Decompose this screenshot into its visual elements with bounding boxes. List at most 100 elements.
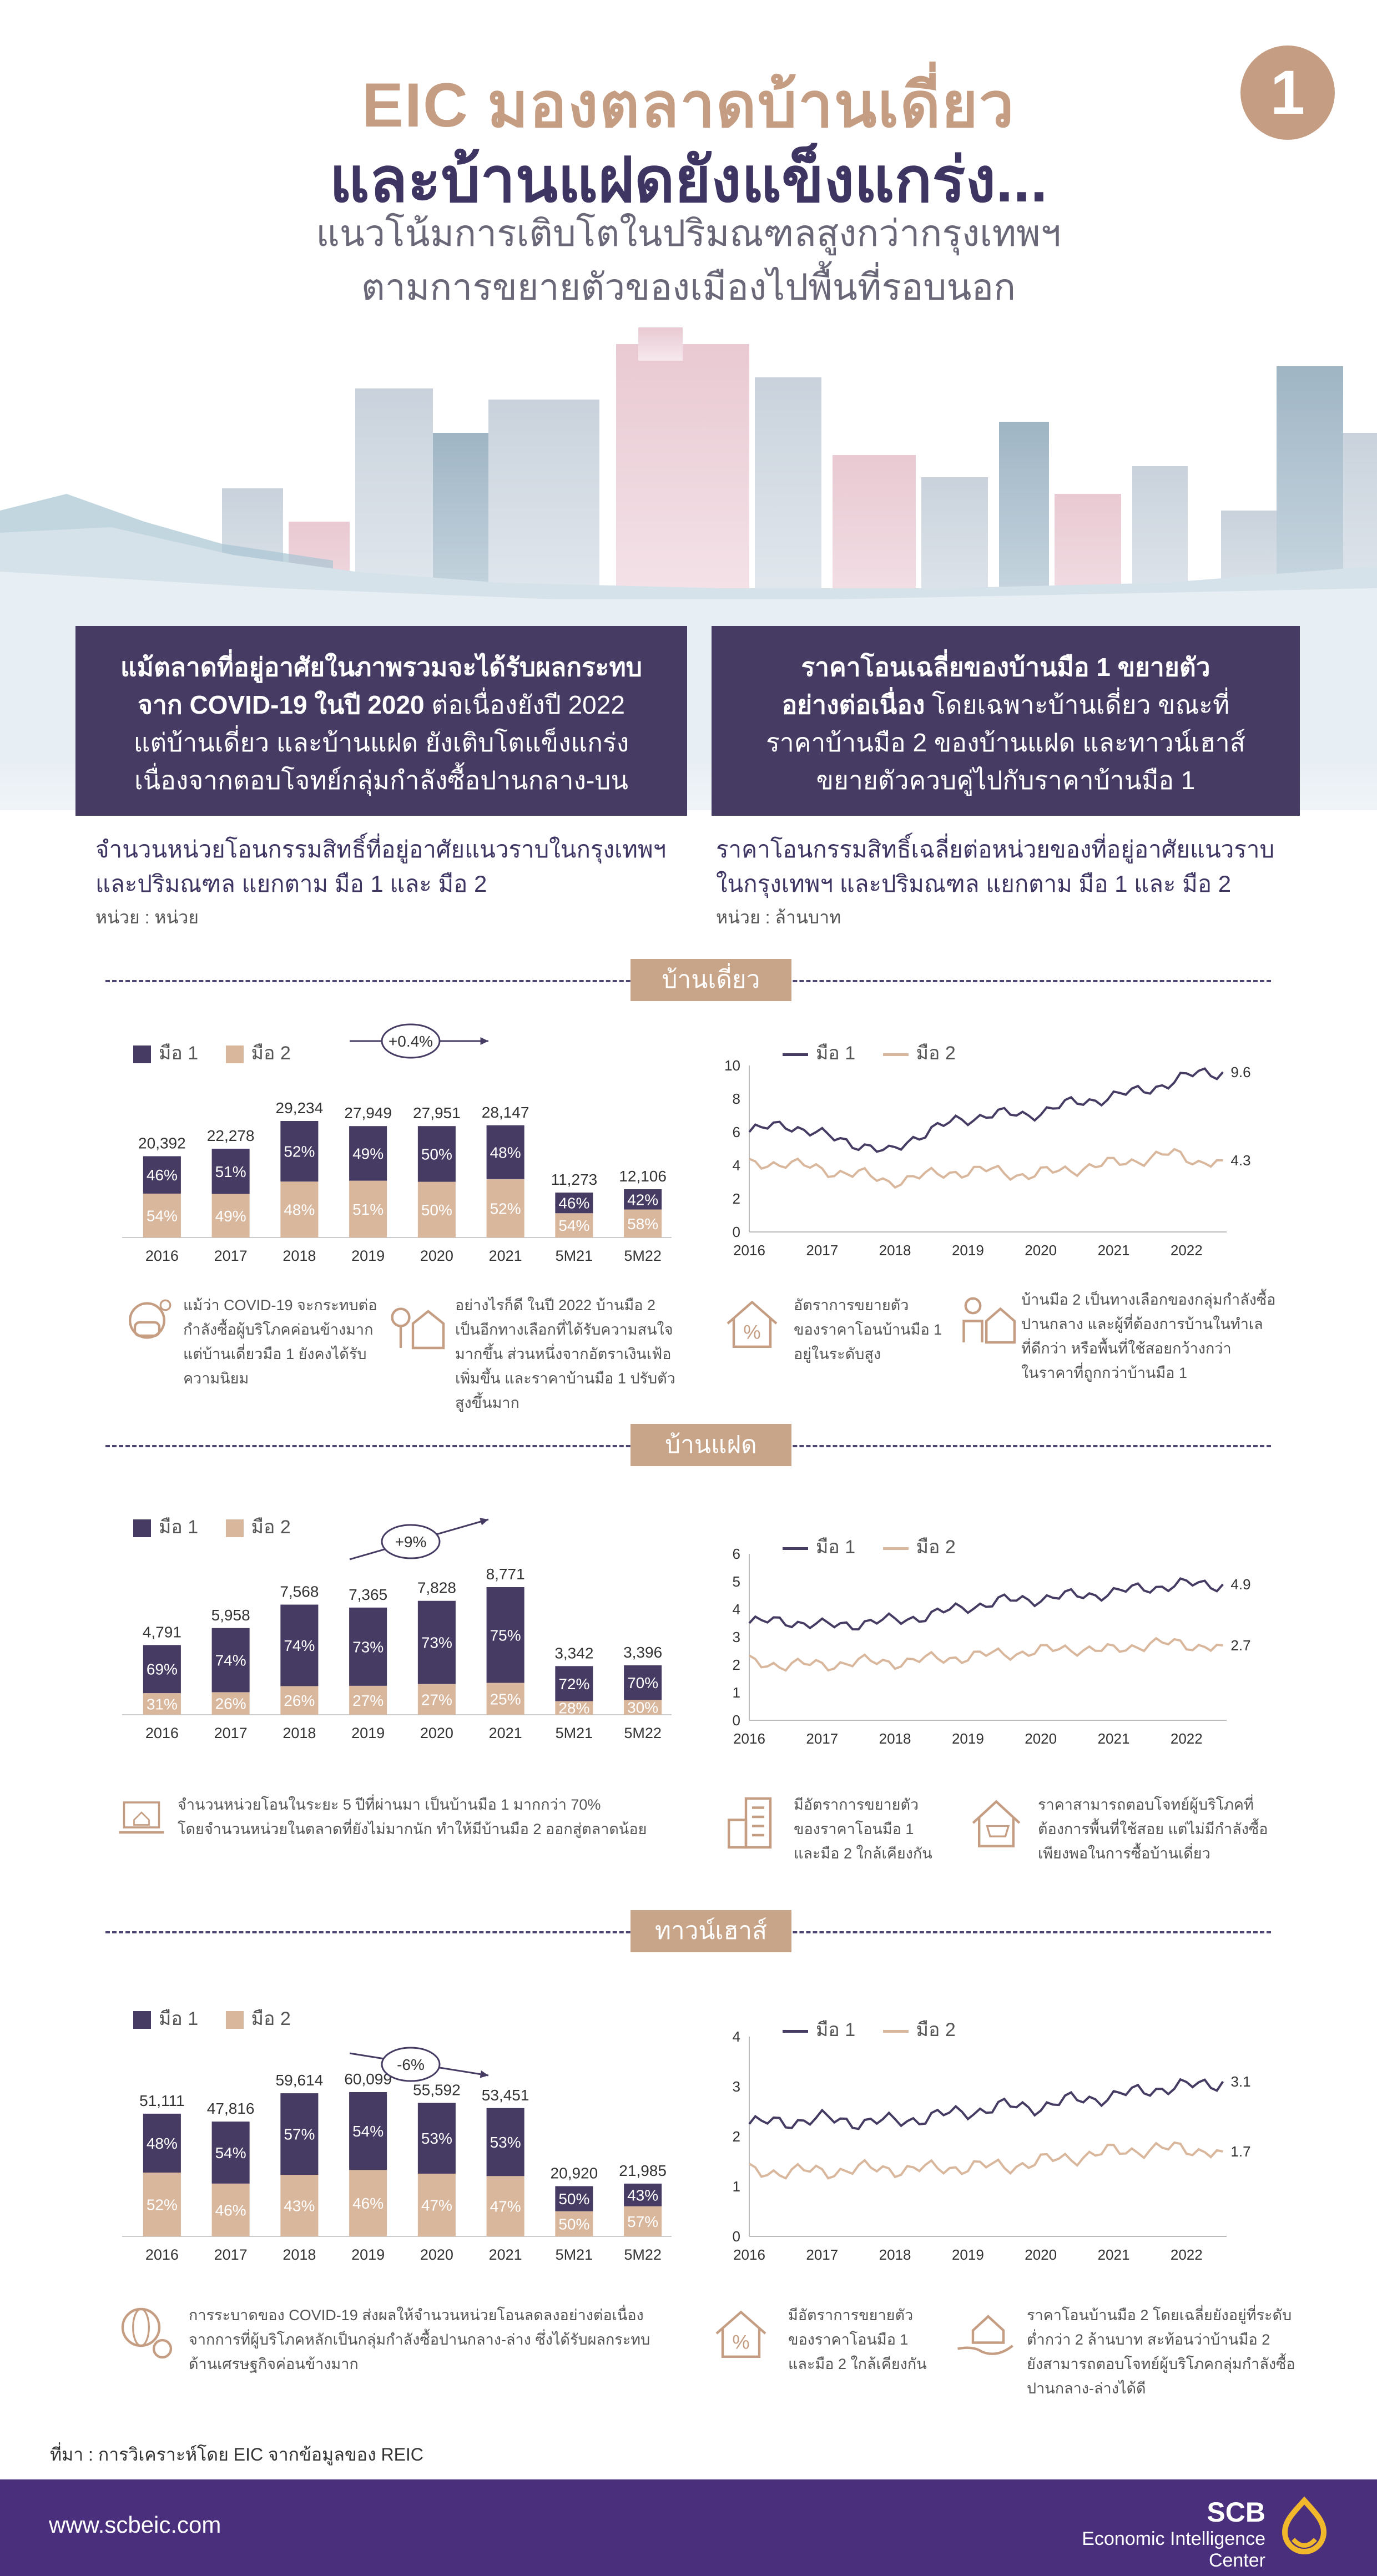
bar-category-label: 2021	[489, 2246, 522, 2263]
note-3-1-line: จากการที่ผู้บริโภคหลักเป็นกลุ่มกำลังซื้อ…	[189, 2331, 650, 2348]
line-y-tick-label: 8	[733, 1090, 740, 1107]
bar-label-hand1-percent: 46%	[147, 1166, 178, 1184]
bar-label-hand2-percent: 47%	[490, 2198, 521, 2215]
line-x-tick-label: 2016	[733, 2246, 765, 2263]
bar-chart-semi-detached-house: 69% 31% 4,791 2016 74% 26% 5,958 2017 74% 26% 7,56…	[122, 1518, 672, 1741]
note-2-2-line: มีอัตราการขยายตัว	[794, 1796, 919, 1813]
bar-label-hand2-percent: 57%	[627, 2213, 658, 2230]
bar-total-label: 21,985	[619, 2162, 667, 2179]
bar-label-hand1-percent: 57%	[284, 2126, 315, 2143]
bar-label-hand2-percent: 30%	[627, 1699, 658, 1716]
legend-line-hand2	[882, 1053, 909, 1056]
bar-segment-hand1	[555, 1193, 593, 1214]
bar-total-label: 55,592	[413, 2081, 461, 2098]
bar-label-hand1-percent: 53%	[421, 2130, 452, 2147]
bar-segment-hand2	[417, 2173, 456, 2236]
headline-left-line1: แม้ตลาดที่อยู่อาศัยในภาพรวมจะได้รับผลกระ…	[120, 653, 642, 681]
headline-right-line4: ขยายตัวควบคู่ไปกับราคาบ้านมือ 1	[816, 766, 1196, 795]
bar-label-hand1-percent: 46%	[558, 1195, 589, 1212]
legend-label-hand2: มือ 2	[916, 1537, 956, 1558]
bar-label-hand1-percent: 53%	[490, 2134, 521, 2151]
growth-label: -6%	[397, 2056, 425, 2073]
note-3-2-line: มีอัตราการขยายตัว	[788, 2307, 914, 2324]
headline-right-line3: ราคาบ้านมือ 2 ของบ้านแฝด และทาวน์เฮาส์	[766, 728, 1245, 757]
line-series-hand2	[748, 2141, 1223, 2180]
headline-box-right: ราคาโอนเฉลี่ยของบ้านมือ 1 ขยายตัว อย่างต…	[712, 626, 1300, 816]
bar-segment-hand1	[349, 1126, 387, 1181]
footer-brand: SCB Economic Intelligence Center	[1043, 2496, 1265, 2572]
section-title-semi-detached-house: บ้านแฝด	[631, 1424, 791, 1466]
note-1-4-line: บ้านมือ 2 เป็นทางเลือกของกลุ่มกำลังซื้อ	[1021, 1291, 1276, 1308]
bar-segment-hand2	[349, 1180, 387, 1238]
bar-category-label: 2016	[145, 1725, 179, 1741]
line-x-tick-label: 2021	[1098, 1730, 1130, 1747]
line-end-label: 3.1	[1230, 2073, 1250, 2090]
legend-label-hand1: มือ 1	[816, 1043, 856, 1064]
bar-legend-1: มือ 1 มือ 2	[133, 1038, 291, 1068]
line-x-tick-label: 2016	[733, 1730, 765, 1747]
globe-gear-icon	[121, 2307, 173, 2359]
note-1-3-line: อัตราการขยายตัว	[794, 1297, 909, 1314]
page-number-badge: 1	[1240, 46, 1335, 140]
note-1-4-line: ที่ดีกว่า หรือพื้นที่ใช้สอยกว้างกว่า	[1021, 1340, 1232, 1357]
note-1-2-line: มากขึ้น ส่วนหนึ่งจากอัตราเงินเฟ้อ	[455, 1346, 672, 1362]
bar-segment-hand2	[280, 1181, 319, 1238]
line-y-tick-label: 2	[733, 2128, 740, 2145]
line-y-tick-label: 0	[733, 1712, 740, 1729]
bar-segment-hand1	[143, 1645, 181, 1694]
legend-swatch-hand2	[225, 2011, 244, 2029]
bar-category-label: 2018	[283, 1247, 316, 1264]
legend-label-hand1: มือ 1	[816, 2019, 856, 2040]
note-1-3-line: ของราคาโอนบ้านมือ 1	[794, 1321, 942, 1338]
footer-url[interactable]: www.scbeic.com	[49, 2512, 221, 2538]
bar-segment-hand1	[624, 1665, 662, 1700]
growth-arrow-head	[480, 1518, 488, 1526]
bar-label-hand2-percent: 27%	[352, 1692, 384, 1709]
bar-segment-hand2	[555, 2211, 593, 2236]
bar-category-label: 5M21	[556, 1247, 593, 1264]
bar-segment-hand2	[555, 1213, 593, 1238]
note-2-2-line: ของราคาโอนมือ 1	[794, 1821, 914, 1837]
bar-label-hand1-percent: 49%	[352, 1145, 384, 1162]
bar-segment-hand1	[143, 1156, 181, 1194]
line-x-tick-label: 2018	[879, 1242, 911, 1259]
bar-segment-hand1	[486, 1125, 524, 1179]
subtitle-line-2: ตามการขยายตัวของเมืองไปพื้นที่รอบนอก	[361, 266, 1016, 307]
bar-total-label: 7,828	[417, 1579, 456, 1597]
bar-category-label: 2020	[420, 1247, 453, 1264]
bar-total-label: 27,949	[344, 1104, 392, 1122]
bar-segment-hand1	[211, 1148, 250, 1194]
note-1-2-line: อย่างไรก็ดี ในปี 2022 บ้านมือ 2	[455, 1297, 655, 1314]
note-1-1-line: แต่บ้านเดี่ยวมือ 1 ยังคงได้รับ	[183, 1346, 367, 1362]
bar-label-hand1-percent: 52%	[284, 1143, 315, 1160]
bar-label-hand1-percent: 43%	[627, 2186, 658, 2204]
bar-category-label: 2019	[351, 1725, 385, 1741]
bar-label-hand1-percent: 54%	[352, 2123, 384, 2140]
note-1-1-line: ความนิยม	[183, 1370, 249, 1387]
line-y-tick-label: 1	[733, 1684, 740, 1701]
note-1-4-line: ปานกลาง และผู้ที่ต้องการบ้านในทำเล	[1021, 1316, 1263, 1332]
line-x-tick-label: 2017	[806, 1242, 838, 1259]
line-legend-3: มือ 1 มือ 2	[783, 2014, 956, 2044]
line-end-label: 2.7	[1230, 1637, 1250, 1654]
bar-total-label: 12,106	[619, 1168, 667, 1185]
line-x-tick-label: 2021	[1098, 2246, 1130, 2263]
bar-category-label: 2017	[214, 1725, 248, 1741]
bar-label-hand2-percent: 52%	[147, 2196, 178, 2214]
bar-segment-hand2	[417, 1684, 456, 1715]
note-2-3-line: ราคาสามารถตอบโจทย์ผู้บริโภคที่	[1038, 1796, 1254, 1813]
section-title-townhouse: ทาวน์เฮาส์	[631, 1910, 791, 1952]
bar-legend-2: มือ 1 มือ 2	[133, 1512, 291, 1542]
bar-label-hand2-percent: 26%	[284, 1692, 315, 1709]
legend-swatch-hand2	[225, 1045, 244, 1064]
title-line-2: และบ้านแฝดยังแข็งแกร่ง...	[329, 145, 1048, 215]
svg-text:%: %	[732, 2332, 749, 2353]
bar-label-hand1-percent: 50%	[421, 1145, 452, 1163]
bar-segment-hand2	[143, 1693, 181, 1715]
line-x-tick-label: 2022	[1171, 1730, 1203, 1747]
headline-left-line4: เนื่องจากตอบโจทย์กลุ่มกำลังซื้อปานกลาง-บ…	[134, 766, 628, 795]
section-title-detached-house: บ้านเดี่ยว	[631, 959, 791, 1001]
note-3-3-line: ราคาโอนบ้านมือ 2 โดยเฉลี่ยยังอยู่ที่ระดั…	[1027, 2307, 1292, 2324]
legend-label-hand1: มือ 1	[816, 1537, 856, 1558]
legend-swatch-hand1	[133, 1519, 151, 1538]
